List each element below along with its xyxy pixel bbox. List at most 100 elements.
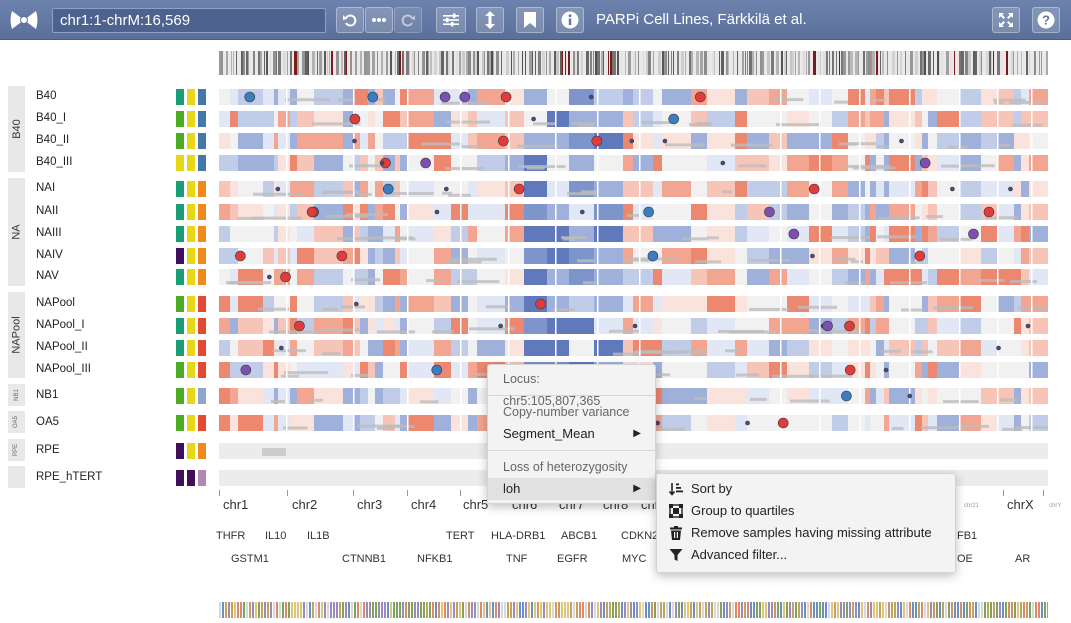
- sample-label[interactable]: NAPool_II: [36, 341, 88, 353]
- gene-label[interactable]: TNF: [506, 553, 528, 565]
- sample-label[interactable]: NAI: [36, 182, 56, 194]
- sample-label[interactable]: B40_III: [36, 156, 73, 168]
- sample-label[interactable]: B40_II: [36, 134, 70, 146]
- attribute-cell[interactable]: [187, 296, 195, 312]
- attribute-cell[interactable]: [176, 318, 184, 334]
- attribute-cell[interactable]: [176, 89, 184, 105]
- bow-logo-icon[interactable]: [8, 6, 40, 34]
- attribute-cell[interactable]: [176, 269, 184, 285]
- menu-item-loh[interactable]: loh ▶: [488, 478, 655, 500]
- attribute-cell[interactable]: [176, 155, 184, 171]
- attribute-cell[interactable]: [198, 111, 206, 127]
- attribute-cell[interactable]: [187, 155, 195, 171]
- attribute-cell[interactable]: [198, 362, 206, 378]
- gene-label[interactable]: IL10: [265, 530, 287, 542]
- gene-label[interactable]: MYC: [622, 553, 647, 565]
- attribute-cell[interactable]: [187, 443, 195, 459]
- sample-label[interactable]: B40_I: [36, 112, 67, 124]
- attribute-cell[interactable]: [176, 415, 184, 431]
- attribute-cell[interactable]: [176, 362, 184, 378]
- attribute-cell[interactable]: [187, 181, 195, 197]
- chr-label[interactable]: chr4: [411, 497, 437, 512]
- attribute-cell[interactable]: [187, 133, 195, 149]
- chromosome-ideogram[interactable]: [219, 51, 1048, 75]
- attribute-cell[interactable]: [176, 111, 184, 127]
- chr-label[interactable]: chr2: [292, 497, 318, 512]
- attribute-cell[interactable]: [198, 89, 206, 105]
- attribute-cell[interactable]: [198, 340, 206, 356]
- gene-label[interactable]: ABCB1: [561, 530, 598, 542]
- attribute-cell[interactable]: [198, 318, 206, 334]
- attribute-cell[interactable]: [176, 181, 184, 197]
- attribute-cell[interactable]: [198, 269, 206, 285]
- fullscreen-button[interactable]: [992, 7, 1020, 33]
- attribute-cell[interactable]: [198, 296, 206, 312]
- chr-label[interactable]: chr3: [357, 497, 383, 512]
- sample-label[interactable]: NAIII: [36, 227, 62, 239]
- undo-button[interactable]: [336, 7, 364, 33]
- attribute-cell[interactable]: [187, 226, 195, 242]
- attribute-cell[interactable]: [176, 388, 184, 404]
- sample-label[interactable]: OA5: [36, 416, 60, 428]
- sample-label[interactable]: NAIV: [36, 249, 63, 261]
- menu-item-segment-mean[interactable]: Segment_Mean ▶: [488, 423, 655, 445]
- gene-label[interactable]: FB1: [957, 530, 978, 542]
- attribute-cell[interactable]: [187, 415, 195, 431]
- attribute-cell[interactable]: [187, 388, 195, 404]
- gene-label[interactable]: IL1B: [307, 530, 330, 542]
- attribute-cell[interactable]: [176, 470, 184, 486]
- redo-button[interactable]: [394, 7, 422, 33]
- chr-label[interactable]: chr1: [223, 497, 249, 512]
- gene-label[interactable]: CDKN2: [621, 530, 659, 542]
- attribute-cell[interactable]: [187, 362, 195, 378]
- menu-item-remove-missing[interactable]: Remove samples having missing attribute: [657, 522, 955, 544]
- attribute-cell[interactable]: [198, 470, 206, 486]
- attribute-cell[interactable]: [187, 204, 195, 220]
- attribute-cell[interactable]: [176, 226, 184, 242]
- gene-label[interactable]: EGFR: [557, 553, 588, 565]
- attribute-cell[interactable]: [187, 340, 195, 356]
- gene-label[interactable]: THFR: [216, 530, 246, 542]
- attribute-cell[interactable]: [187, 470, 195, 486]
- sample-label[interactable]: RPE_hTERT: [36, 471, 103, 483]
- gene-label[interactable]: NFKB1: [417, 553, 453, 565]
- attribute-cell[interactable]: [198, 204, 206, 220]
- chr-label[interactable]: chrX: [1007, 497, 1034, 512]
- gene-label[interactable]: CTNNB1: [342, 553, 387, 565]
- sample-label[interactable]: RPE: [36, 444, 60, 456]
- attribute-cell[interactable]: [187, 248, 195, 264]
- attribute-cell[interactable]: [198, 181, 206, 197]
- sample-label[interactable]: NAII: [36, 205, 59, 217]
- attribute-cell[interactable]: [187, 89, 195, 105]
- chr-label-small[interactable]: chr21: [964, 503, 980, 509]
- locus-search-input[interactable]: [52, 8, 326, 33]
- sample-label[interactable]: NAPool_I: [36, 319, 85, 331]
- info-button[interactable]: [556, 7, 584, 33]
- menu-item-advanced-filter[interactable]: Advanced filter...: [657, 544, 955, 566]
- expand-height-button[interactable]: [476, 7, 504, 33]
- attribute-cell[interactable]: [176, 248, 184, 264]
- chr-label[interactable]: chr5: [463, 497, 489, 512]
- sample-label[interactable]: NAPool_III: [36, 363, 91, 375]
- sample-label[interactable]: NAV: [36, 270, 59, 282]
- menu-item-sort-by[interactable]: Sort by: [657, 478, 955, 500]
- attribute-cell[interactable]: [176, 443, 184, 459]
- attribute-cell[interactable]: [187, 318, 195, 334]
- more-history-button[interactable]: [365, 7, 393, 33]
- attribute-cell[interactable]: [198, 133, 206, 149]
- bookmark-button[interactable]: [516, 7, 544, 33]
- gene-label[interactable]: GSTM1: [231, 553, 269, 565]
- help-button[interactable]: ?: [1032, 7, 1060, 33]
- attribute-cell[interactable]: [198, 248, 206, 264]
- gene-label[interactable]: OE: [957, 553, 973, 565]
- attribute-cell[interactable]: [187, 269, 195, 285]
- attribute-cell[interactable]: [198, 443, 206, 459]
- sample-label[interactable]: NAPool: [36, 297, 75, 309]
- settings-sliders-button[interactable]: [436, 7, 466, 33]
- attribute-cell[interactable]: [198, 155, 206, 171]
- attribute-cell[interactable]: [176, 296, 184, 312]
- gene-label[interactable]: TERT: [446, 530, 475, 542]
- attribute-cell[interactable]: [176, 133, 184, 149]
- gene-label[interactable]: HLA-DRB1: [491, 530, 546, 542]
- sample-label[interactable]: B40: [36, 90, 57, 102]
